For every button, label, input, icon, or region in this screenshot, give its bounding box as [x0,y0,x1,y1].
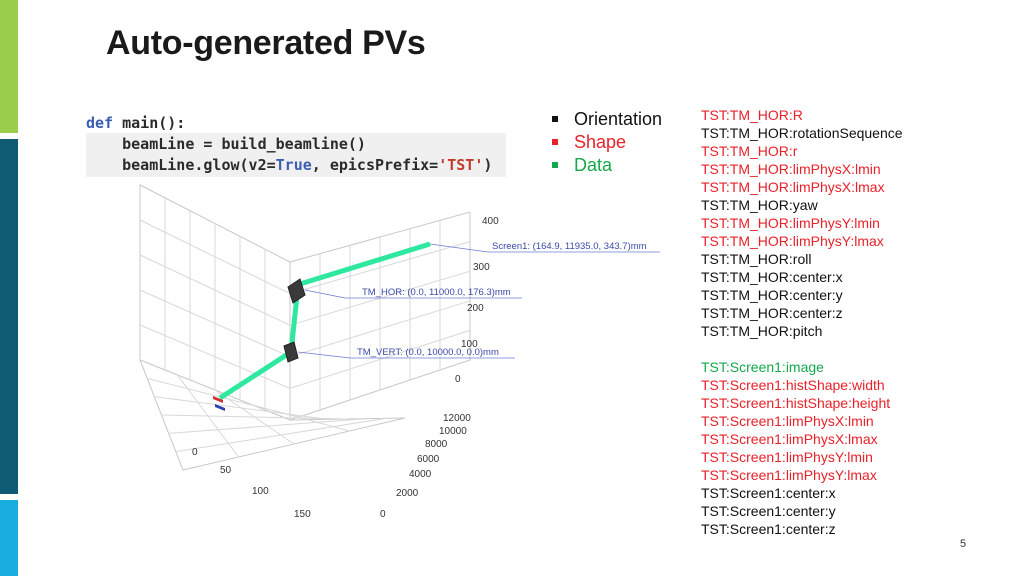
grid-line [289,300,471,358]
plot-grid [139,184,471,471]
annotation-leader [304,289,346,299]
annotation-leader [297,351,351,359]
bullet-label: Data [574,155,613,175]
beam-segment [218,349,293,401]
pv-item: TST:TM_HOR:center:z [701,305,843,321]
z-tick-label: 300 [473,262,490,273]
code-text: ) [483,156,493,174]
grid-line [177,374,239,458]
depth-tick-label: 2000 [396,488,419,499]
x-tick-label: 0 [192,447,198,458]
beam-path [213,241,431,411]
pv-item: TST:Screen1:limPhysY:lmax [701,467,877,483]
code-keyword: def [86,114,114,132]
pv-item: TST:Screen1:limPhysY:lmin [701,449,873,465]
pv-list: TST:TM_HOR:R TST:TM_HOR:rotationSequence T… [701,106,903,538]
bullet-shape: Shape [552,131,662,154]
annotation-leader [429,243,489,253]
z-tick-label: 200 [467,303,484,314]
bullet-square-icon [552,162,558,168]
depth-tick-label: 6000 [417,454,440,465]
grid-line [139,254,291,326]
depth-tick-label: 10000 [439,426,467,437]
pv-item: TST:Screen1:center:x [701,485,836,501]
source-marker-red [213,396,223,403]
bullet-square-icon [552,116,558,122]
code-text: , epicsPrefix= [311,156,439,174]
pv-item: TST:TM_HOR:limPhysY:lmin [701,215,880,231]
bullet-orientation: Orientation [552,108,662,131]
source-marker-blue [215,404,225,411]
z-tick-label: 400 [482,216,499,227]
pv-group-spacer [701,340,903,358]
grid-line [289,329,471,389]
annotation-tm-hor: TM_HOR: (0.0, 11000.0, 176.3)mm [362,287,511,298]
pv-item: TST:Screen1:histShape:width [701,377,885,393]
grid-line [214,389,295,445]
accent-bar-green [0,0,18,133]
grid-line [139,289,291,358]
code-line-3: beamLine.glow(v2=True, epicsPrefix='TST'… [86,154,506,177]
pv-item: TST:Screen1:center:z [701,521,836,537]
slide-title: Auto-generated PVs [106,24,426,62]
grid-line [289,241,471,295]
accent-bar-cyan [0,500,18,576]
depth-tick-label: 8000 [425,439,448,450]
code-line-1: def main(): [86,112,506,135]
bullet-data: Data [552,154,662,177]
grid-line [252,404,350,432]
code-text: main(): [113,114,186,132]
annotation-screen: Screen1: (164.9, 11935.0, 343.7)mm [492,241,647,252]
z-tick-label: 100 [461,339,478,350]
grid-line [139,324,291,389]
bullet-label: Orientation [574,109,663,129]
bullet-label: Shape [574,132,627,152]
pv-item: TST:TM_HOR:limPhysX:lmin [701,161,881,177]
code-snippet: def main(): beamLine = build_beamline() … [86,103,506,179]
pv-item: TST:TM_HOR:center:y [701,287,843,303]
code-text: beamLine.glow(v2= [86,156,276,174]
z-tick-label: 0 [455,374,461,385]
pv-item: TST:TM_HOR:yaw [701,197,818,213]
code-keyword: True [275,156,312,174]
depth-tick-label: 4000 [409,469,432,480]
pv-item: TST:Screen1:center:y [701,503,836,519]
plot-tick-labels: Screen1: (164.9, 11935.0, 343.7)mm TM_HOR… [192,216,660,520]
code-string: 'TST' [438,156,484,174]
pv-item: TST:TM_HOR:limPhysY:lmax [701,233,884,249]
beam-segment [299,241,431,287]
x-tick-label: 100 [252,486,269,497]
tm-hor-element [287,278,306,304]
x-tick-label: 150 [294,509,311,520]
pv-item: TST:TM_HOR:r [701,143,798,159]
pv-item: TST:TM_HOR:roll [701,251,812,267]
accent-bar-navy [0,139,18,494]
pv-item: TST:TM_HOR:limPhysX:lmax [701,179,885,195]
grid-line [139,219,291,295]
depth-tick-label: 12000 [443,413,471,424]
x-tick-label: 50 [220,465,232,476]
pv-item: TST:Screen1:histShape:height [701,395,891,411]
pv-item: TST:TM_HOR:pitch [701,323,823,339]
pv-item: TST:TM_HOR:center:x [701,269,843,285]
pv-item: TST:TM_HOR:rotationSequence [701,125,903,141]
pv-item: TST:Screen1:limPhysX:lmin [701,413,874,429]
page-number: 5 [960,538,967,550]
annotation-tm-vert: TM_VERT: (0.0, 10000.0, 0.0)mm [357,347,499,358]
pv-item: TST:TM_HOR:R [701,107,803,123]
pv-item: TST:Screen1:limPhysX:lmax [701,431,878,447]
depth-tick-label: 0 [380,509,386,520]
tm-vert-element [283,341,299,363]
pv-item: TST:Screen1:image [701,359,824,375]
bullet-square-icon [552,139,558,145]
code-line-2: beamLine = build_beamline() [86,133,506,156]
bullet-list: Orientation Shape Data [552,108,662,177]
